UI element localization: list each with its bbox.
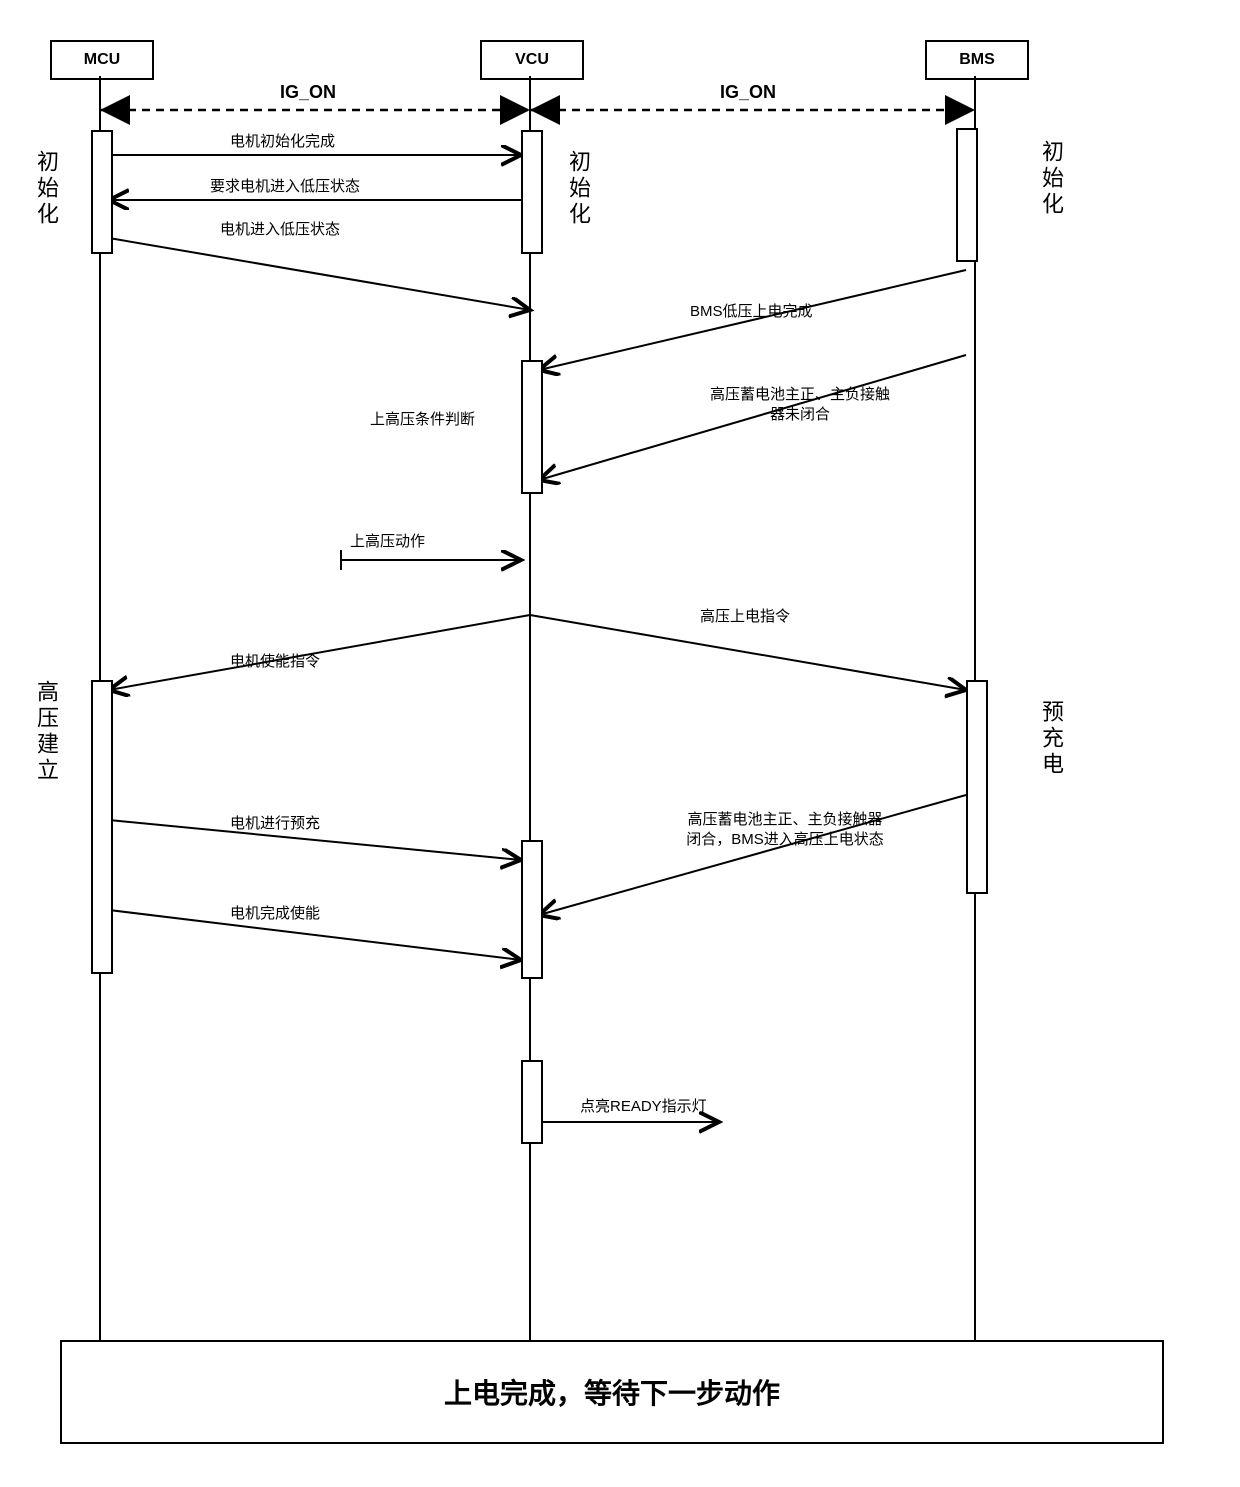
phase-label: 初始化 bbox=[562, 150, 594, 228]
message-m5: 高压蓄电池主正、主负接触器未闭合 bbox=[670, 385, 930, 424]
activation-mcu bbox=[91, 680, 113, 974]
completion-text: 上电完成，等待下一步动作 bbox=[444, 1378, 780, 1409]
message-m3: 电机进入低压状态 bbox=[220, 218, 340, 239]
message-m1: 电机初始化完成 bbox=[230, 130, 335, 151]
sequence-diagram: MCU VCU BMS IG_ON IG_ON 上电完成，等待下一步动作 初始化… bbox=[20, 20, 1220, 1467]
phase-label: 预充电 bbox=[1035, 700, 1067, 778]
message-m2: 要求电机进入低压状态 bbox=[210, 175, 360, 196]
message-m12: 电机完成使能 bbox=[230, 902, 320, 923]
phase-label: 初始化 bbox=[1035, 140, 1067, 218]
completion-box: 上电完成，等待下一步动作 bbox=[60, 1340, 1164, 1444]
message-m11: 高压蓄电池主正、主负接触器闭合，BMS进入高压上电状态 bbox=[635, 810, 935, 849]
message-m8: 高压上电指令 bbox=[700, 605, 790, 626]
activation-vcu bbox=[521, 840, 543, 979]
activation-vcu bbox=[521, 360, 543, 494]
message-m13: 点亮READY指示灯 bbox=[580, 1095, 707, 1116]
phase-label: 初始化 bbox=[30, 150, 62, 228]
activation-mcu bbox=[91, 130, 113, 254]
message-m10: 电机进行预充 bbox=[230, 812, 320, 833]
activation-bms bbox=[956, 128, 978, 262]
ig-on-label-left: IG_ON bbox=[280, 82, 336, 103]
activation-vcu bbox=[521, 130, 543, 254]
message-m7: 上高压动作 bbox=[350, 530, 425, 551]
activation-vcu bbox=[521, 1060, 543, 1144]
activation-bms bbox=[966, 680, 988, 894]
message-m9: 电机使能指令 bbox=[230, 650, 320, 671]
message-m4: BMS低压上电完成 bbox=[690, 300, 813, 321]
phase-label: 高压建立 bbox=[30, 680, 62, 784]
message-m6: 上高压条件判断 bbox=[370, 408, 475, 429]
ig-on-label-right: IG_ON bbox=[720, 82, 776, 103]
